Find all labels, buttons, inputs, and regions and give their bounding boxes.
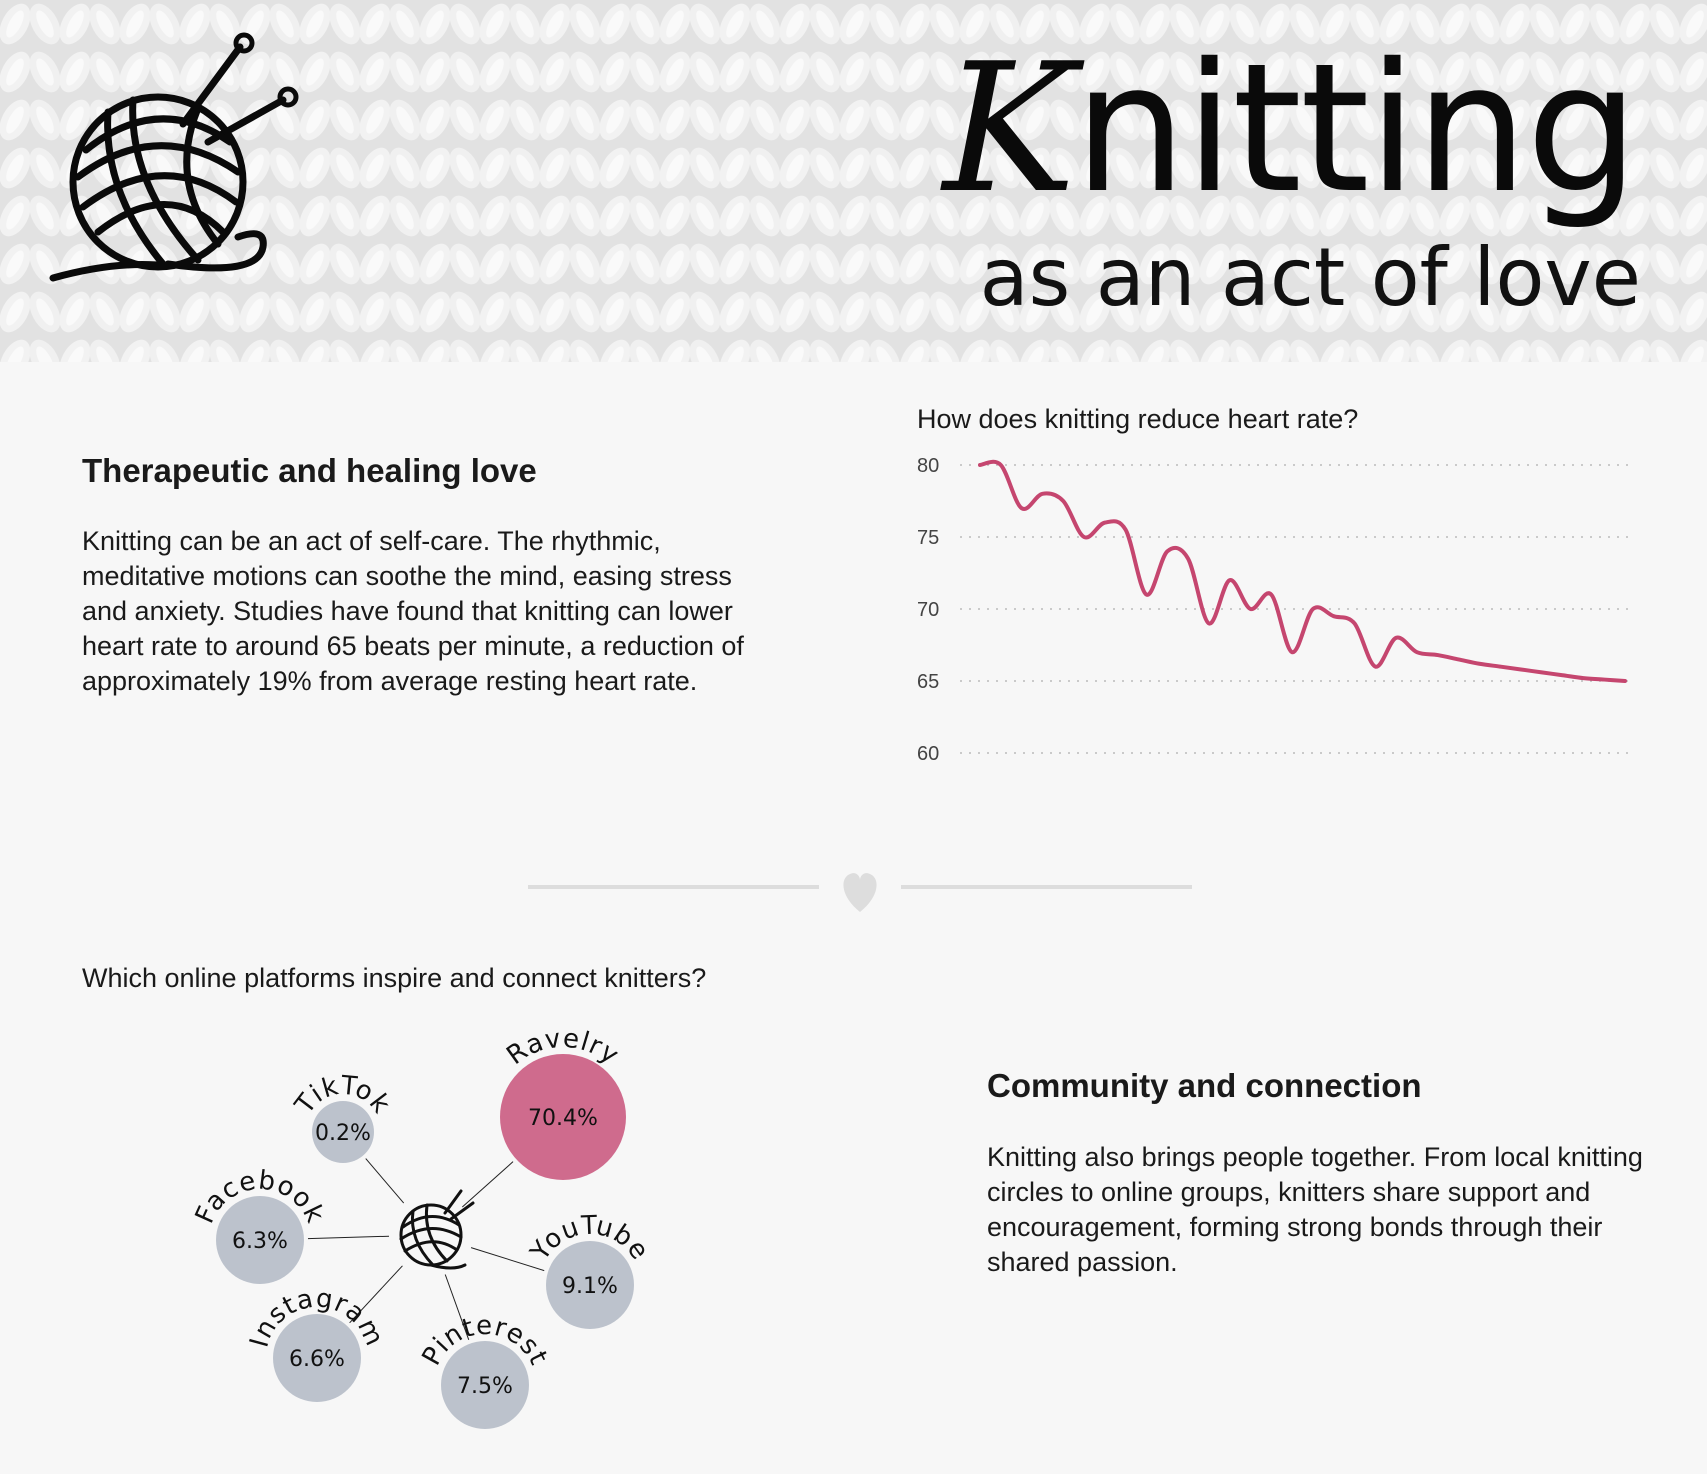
yarn-ball-icon	[399, 1189, 475, 1270]
bubble-facebook	[216, 1196, 304, 1284]
section-divider	[528, 873, 1192, 912]
title-rest: nitting	[1073, 25, 1639, 232]
bubble-youtube	[546, 1241, 634, 1329]
link-facebook	[307, 1235, 390, 1240]
y-tick-label: 65	[917, 671, 939, 693]
heart-rate-chart-title: How does knitting reduce heart rate?	[917, 404, 1359, 434]
bubble-value-youtube: 9.1%	[562, 1274, 618, 1299]
bubble-ravelry	[500, 1054, 626, 1180]
heart-rate-y-axis: 80 75 70 65 60	[917, 455, 939, 765]
page-subtitle: as an act of love	[979, 231, 1641, 324]
community-body: Knitting also brings people together. Fr…	[987, 1142, 1643, 1277]
y-tick-label: 80	[917, 455, 939, 477]
bubble-value-ravelry: 70.4%	[528, 1106, 598, 1131]
bubble-marks: 70.4%Ravelry0.2%TikTok6.3%Facebook9.1%Yo…	[190, 1024, 654, 1429]
bubble-pinterest	[441, 1341, 529, 1429]
link-ravelry	[461, 1161, 514, 1208]
heart-icon	[843, 873, 877, 912]
heart-rate-line-chart: 80 75 70 65 60	[917, 455, 1635, 765]
link-instagram	[349, 1265, 403, 1324]
header-banner: Knitting as an act of love	[0, 0, 1707, 362]
therapeutic-body: Knitting can be an act of self-care. The…	[82, 526, 744, 696]
page-title: Knitting	[943, 40, 1639, 218]
therapeutic-heading: Therapeutic and healing love	[82, 452, 537, 489]
bubble-value-tiktok: 0.2%	[315, 1121, 371, 1146]
link-tiktok	[365, 1158, 405, 1204]
link-youtube	[470, 1247, 545, 1272]
bubble-tiktok	[312, 1101, 374, 1163]
bubble-links	[307, 1158, 545, 1341]
community-heading: Community and connection	[987, 1067, 1422, 1104]
y-tick-label: 75	[917, 527, 939, 549]
yarn-ball-with-needles-icon	[49, 32, 299, 282]
knit-texture-background	[0, 0, 1707, 362]
platforms-chart-title: Which online platforms inspire and conne…	[82, 963, 707, 993]
link-pinterest	[444, 1274, 470, 1341]
bubble-instagram	[273, 1314, 361, 1402]
bubble-value-facebook: 6.3%	[232, 1229, 288, 1254]
y-tick-label: 60	[917, 743, 939, 765]
platforms-bubble-chart: 70.4%Ravelry0.2%TikTok6.3%Facebook9.1%Yo…	[190, 1024, 654, 1429]
title-first-letter: K	[942, 25, 1076, 232]
heart-rate-gridlines	[960, 464, 1635, 754]
bubble-value-instagram: 6.6%	[289, 1347, 345, 1372]
heart-rate-series-line	[978, 459, 1627, 683]
y-tick-label: 70	[917, 599, 939, 621]
bubble-value-pinterest: 7.5%	[457, 1374, 513, 1399]
